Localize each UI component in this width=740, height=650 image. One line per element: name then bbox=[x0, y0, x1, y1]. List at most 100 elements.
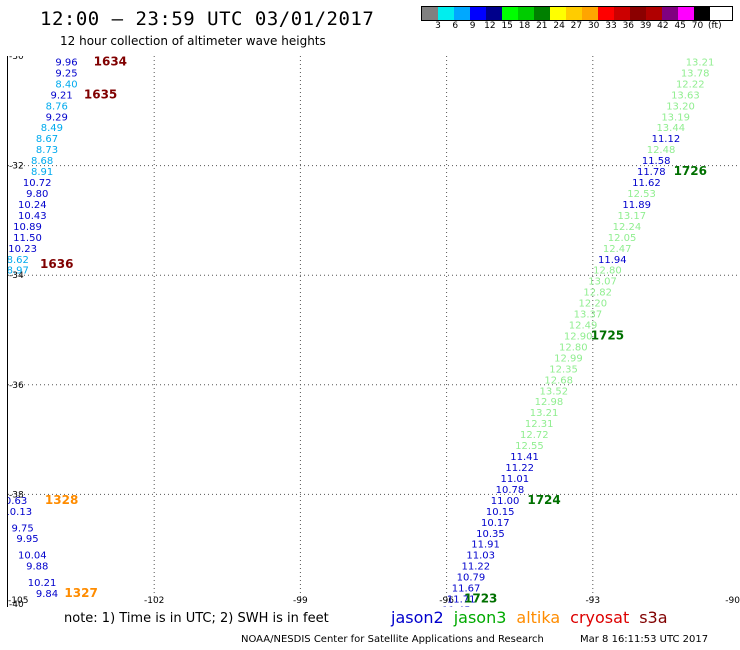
wave-height-value: 10.13 bbox=[8, 507, 32, 518]
legend-swatch bbox=[566, 7, 582, 20]
wave-height-value: 12.80 bbox=[559, 342, 588, 353]
legend-labels: 3 6 9 12 15 18 21 24 27 30 33 36 39 42 45 70 (ft) bbox=[421, 21, 733, 33]
x-tick-label: -96 bbox=[439, 596, 454, 606]
wave-height-value: 12.72 bbox=[520, 430, 549, 441]
wave-height-value: 13.37 bbox=[574, 310, 603, 321]
wave-height-value: 8.91 bbox=[31, 167, 53, 178]
legend-swatch bbox=[518, 7, 534, 20]
wave-height-value: 9.95 bbox=[16, 534, 38, 545]
wave-height-value: 12.20 bbox=[578, 299, 607, 310]
pass-number-label: 1723 bbox=[464, 592, 497, 606]
wave-height-value: 8.49 bbox=[41, 123, 63, 134]
wave-height-value: 11.22 bbox=[505, 463, 534, 474]
wave-height-value: 11.78 bbox=[637, 167, 666, 178]
wave-height-value: 8.67 bbox=[36, 134, 58, 145]
wave-height-value: 11.50 bbox=[13, 233, 42, 244]
legend-swatch bbox=[582, 7, 598, 20]
legend-label: (ft) bbox=[708, 21, 722, 31]
wave-height-value: 13.07 bbox=[588, 277, 617, 288]
wave-height-value: 11.71 bbox=[447, 595, 476, 606]
wave-height-value: 10.17 bbox=[481, 518, 510, 529]
satellite-name: jason3 bbox=[453, 608, 507, 627]
y-tick-label: -40 bbox=[9, 600, 24, 607]
wave-height-value: 11.58 bbox=[642, 156, 671, 167]
wave-height-value: 12.49 bbox=[569, 321, 598, 332]
pass-number-label: 1328 bbox=[45, 493, 78, 507]
wave-height-value: 9.25 bbox=[55, 68, 77, 79]
legend-label: 3 bbox=[435, 21, 441, 31]
wave-height-value: 10.79 bbox=[457, 573, 486, 584]
wave-height-value: 11.62 bbox=[632, 178, 661, 189]
x-tick-label: -93 bbox=[585, 596, 600, 606]
wave-height-value: 13.52 bbox=[539, 386, 568, 397]
legend-swatch bbox=[534, 7, 550, 20]
wave-height-value: 10.78 bbox=[496, 485, 525, 496]
wave-height-value: 9.75 bbox=[11, 523, 33, 534]
y-tick-label: -30 bbox=[9, 56, 24, 62]
legend-swatch bbox=[454, 7, 470, 20]
legend-label: 21 bbox=[536, 21, 548, 31]
wave-height-value: 13.44 bbox=[656, 123, 685, 134]
pass-number-label: 1634 bbox=[94, 56, 127, 68]
satellite-name: cryosat bbox=[570, 608, 630, 627]
legend-swatch bbox=[550, 7, 566, 20]
wave-height-value: 9.21 bbox=[50, 90, 72, 101]
wave-height-value: 10.15 bbox=[486, 507, 515, 518]
wave-height-value: 12.99 bbox=[554, 353, 583, 364]
y-tick-label: -34 bbox=[9, 271, 24, 281]
wave-height-value: 11.22 bbox=[462, 562, 491, 573]
wave-height-value: 11.41 bbox=[510, 452, 539, 463]
color-scale-legend: 3 6 9 12 15 18 21 24 27 30 33 36 39 42 45 70 (ft) bbox=[421, 6, 733, 33]
pass-number-label: 1725 bbox=[591, 328, 624, 342]
legend-label: 15 bbox=[501, 21, 513, 31]
wave-height-value: 11.67 bbox=[452, 584, 481, 595]
wave-height-map: -30 -32 -34 -36 -38 -40-105 -102 -99 -96 -93 -90 9.… bbox=[8, 56, 740, 607]
x-tick-label: -102 bbox=[144, 596, 164, 606]
wave-height-value: 12.53 bbox=[627, 189, 656, 200]
wave-height-value: 10.72 bbox=[23, 178, 52, 189]
wave-height-value: 10.04 bbox=[18, 551, 47, 562]
wave-height-value: 13.21 bbox=[530, 408, 559, 419]
legend-label: 36 bbox=[622, 21, 635, 31]
wave-height-value: 8.97 bbox=[8, 266, 29, 277]
wave-height-value: 12.90 bbox=[564, 331, 593, 342]
satellite-name: jason2 bbox=[391, 608, 444, 627]
legend-label: 70 bbox=[691, 21, 704, 31]
wave-height-value: 11.94 bbox=[598, 255, 627, 266]
generated-timestamp: Mar 8 16:11:53 UTC 2017 bbox=[580, 634, 709, 645]
wave-height-value: 12.05 bbox=[608, 233, 637, 244]
wave-height-value: 11.01 bbox=[501, 474, 530, 485]
wave-height-value: 12.47 bbox=[603, 244, 632, 255]
legend-swatch bbox=[662, 7, 678, 20]
wave-height-value: 8.76 bbox=[46, 101, 68, 112]
legend-swatch bbox=[678, 7, 694, 20]
wave-height-value: 8.73 bbox=[36, 145, 58, 156]
legend-label: 45 bbox=[674, 21, 686, 31]
wave-height-value: 12.48 bbox=[647, 145, 676, 156]
wave-height-value: 12.55 bbox=[515, 441, 544, 452]
wave-height-value: 13.78 bbox=[681, 68, 710, 79]
wave-height-value: 10.63 bbox=[8, 496, 27, 507]
wave-height-value: 12.98 bbox=[535, 397, 564, 408]
legend-swatch bbox=[630, 7, 646, 20]
legend-label: 18 bbox=[518, 21, 531, 31]
legend-label: 9 bbox=[469, 21, 476, 31]
legend-label: 6 bbox=[452, 21, 459, 31]
wave-height-value: 12.22 bbox=[676, 79, 705, 90]
pass-number-label: 1635 bbox=[84, 87, 117, 101]
legend-label: 24 bbox=[553, 21, 565, 31]
satellite-name: s3a bbox=[639, 608, 668, 627]
wave-height-value: 11.45 bbox=[442, 605, 471, 607]
wave-height-value: 11.03 bbox=[466, 551, 495, 562]
wave-height-value: 10.21 bbox=[28, 578, 57, 589]
wave-height-value: 9.29 bbox=[46, 112, 68, 123]
pass-number-label: 1724 bbox=[527, 493, 560, 507]
wave-height-value: 10.23 bbox=[8, 244, 37, 255]
legend-label: 39 bbox=[639, 21, 652, 31]
wave-height-value: 11.00 bbox=[491, 496, 520, 507]
legend-swatch bbox=[614, 7, 630, 20]
legend-swatch bbox=[694, 7, 710, 20]
wave-height-value: 13.19 bbox=[661, 112, 690, 123]
credit-text: NOAA/NESDIS Center for Satellite Applica… bbox=[241, 634, 544, 645]
legend-swatch bbox=[486, 7, 502, 20]
